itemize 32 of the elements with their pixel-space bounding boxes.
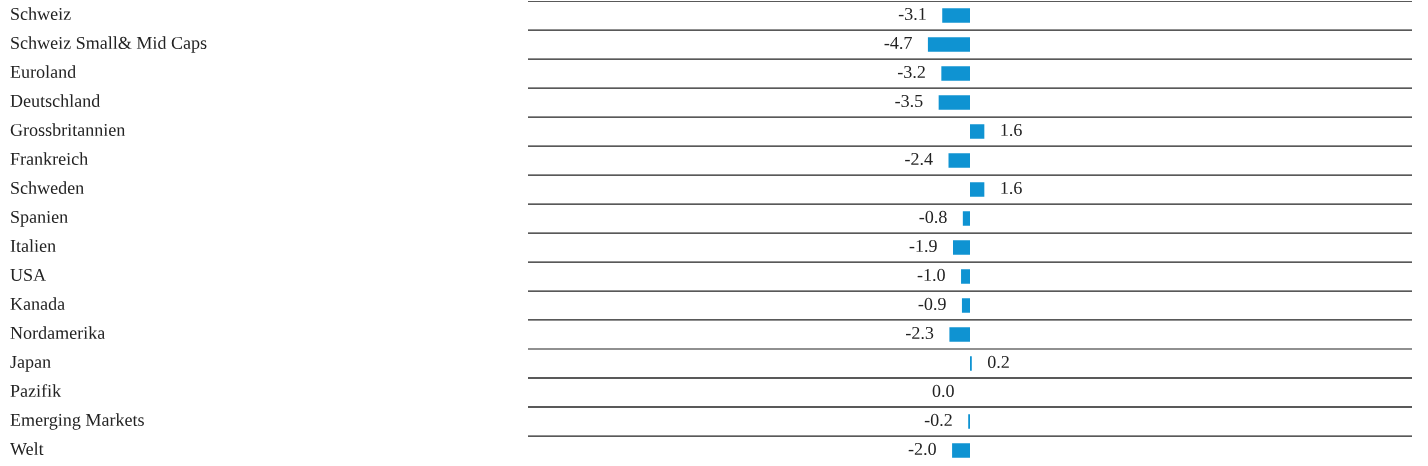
y-tick-label: Italien bbox=[10, 239, 56, 253]
y-tick-label: Frankreich bbox=[10, 152, 88, 166]
y-tick-label: USA bbox=[10, 268, 46, 282]
data-label: -0.9 bbox=[918, 297, 946, 311]
y-tick-label: Pazifik bbox=[10, 384, 62, 398]
data-label: -1.0 bbox=[917, 268, 945, 282]
data-label: -4.7 bbox=[884, 36, 912, 50]
y-tick-label: Spanien bbox=[11, 210, 68, 227]
data-label: 1.6 bbox=[1001, 181, 1022, 195]
data-label: -1.9 bbox=[909, 239, 937, 253]
y-tick-label: Schweiz bbox=[11, 7, 71, 21]
data-label: 1.6 bbox=[1001, 123, 1022, 137]
data-label: -0.2 bbox=[924, 413, 952, 427]
data-label: -3.2 bbox=[897, 65, 925, 79]
y-tick-label: Emerging Markets bbox=[10, 413, 144, 430]
y-tick-label: Schweiz Small& Mid Caps bbox=[11, 36, 207, 53]
data-label: -3.5 bbox=[895, 94, 923, 108]
y-tick-label: Grossbritannien bbox=[10, 123, 126, 137]
data-label: 0.0 bbox=[932, 384, 954, 398]
data-label: -3.1 bbox=[898, 7, 926, 21]
y-tick-label: Japan bbox=[10, 356, 51, 372]
data-label: -0.8 bbox=[919, 210, 947, 224]
y-tick-label: Welt bbox=[10, 442, 44, 456]
data-label: -2.0 bbox=[908, 442, 936, 456]
y-tick-label: Schweden bbox=[11, 181, 84, 195]
data-label: -2.3 bbox=[906, 326, 934, 340]
y-tick-label: Kanada bbox=[10, 297, 65, 311]
y-tick-label: Deutschland bbox=[10, 94, 101, 108]
y-tick-label: Nordamerika bbox=[10, 326, 105, 340]
data-label: 0.2 bbox=[987, 355, 1009, 369]
y-tick-label: Euroland bbox=[10, 65, 76, 79]
data-label: -2.4 bbox=[905, 152, 933, 166]
